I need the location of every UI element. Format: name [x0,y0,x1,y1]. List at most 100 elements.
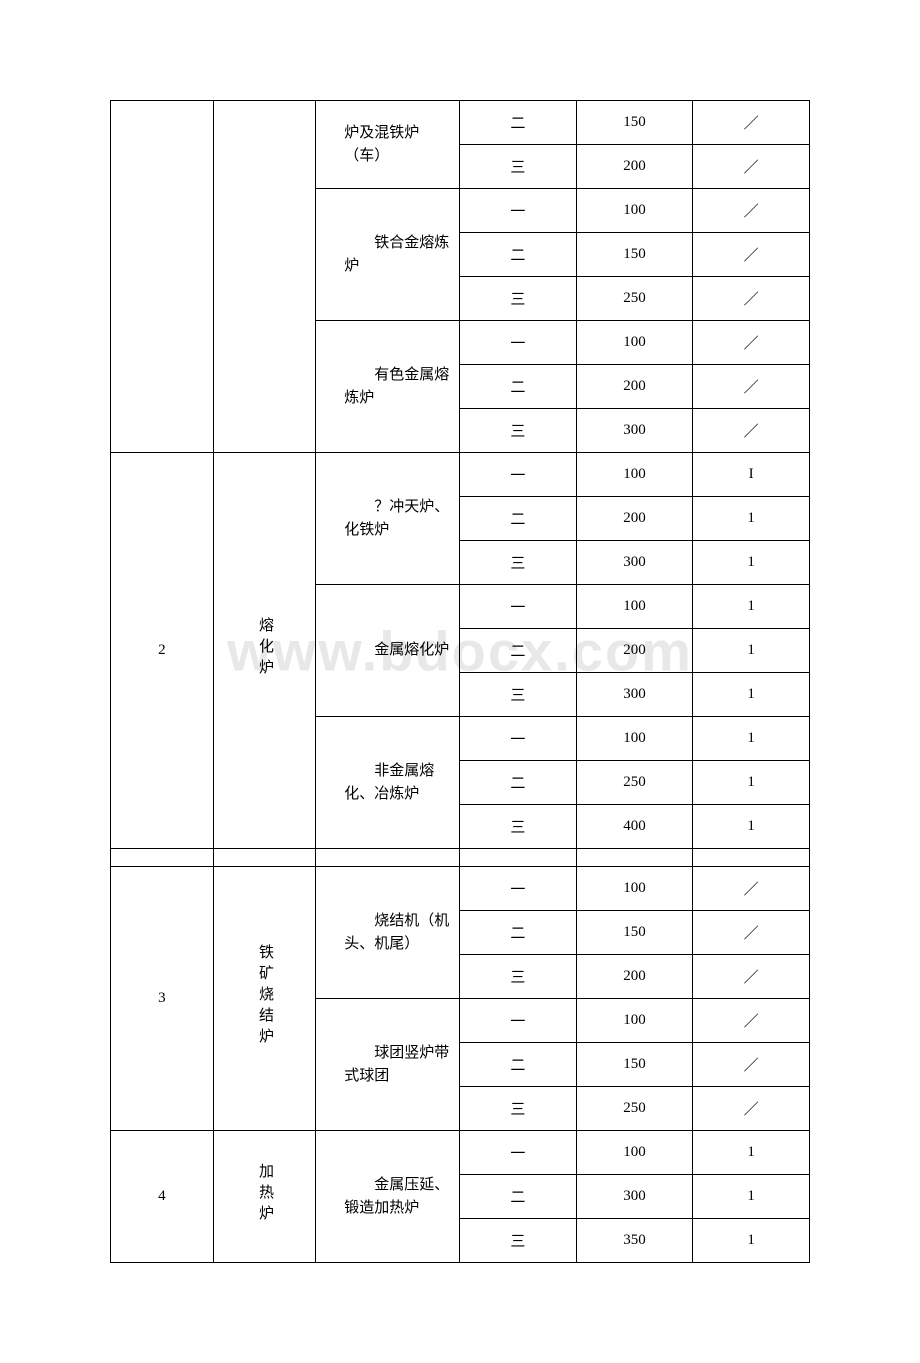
level-cell: 一 [460,999,577,1043]
value-cell: 250 [576,1087,693,1131]
value-cell: 200 [576,497,693,541]
subgroup-cell: ？冲天炉、化铁炉 [316,453,460,585]
value-cell: 150 [576,911,693,955]
value-cell: 200 [576,365,693,409]
value-cell: ／ [693,101,810,145]
value-cell: 100 [576,453,693,497]
level-cell: 二 [460,365,577,409]
value-cell: 1 [693,541,810,585]
value-cell: I [693,453,810,497]
value-cell: 1 [693,761,810,805]
subgroup-cell: 有色金属熔炼炉 [316,321,460,453]
value-cell: 100 [576,189,693,233]
level-cell: 一 [460,867,577,911]
subgroup-cell: 烧结机（机头、机尾） [316,867,460,999]
value-cell: 1 [693,805,810,849]
value-cell: 100 [576,321,693,365]
value-cell: ／ [693,867,810,911]
value-cell: 1 [693,1219,810,1263]
level-cell: 三 [460,805,577,849]
value-cell: ／ [693,189,810,233]
value-cell: 150 [576,101,693,145]
subgroup-cell: 炉及混铁炉（车） [316,101,460,189]
value-cell: 300 [576,1175,693,1219]
value-cell: 350 [576,1219,693,1263]
value-cell: ／ [693,409,810,453]
subgroup-cell: 金属熔化炉 [316,585,460,717]
level-cell: 二 [460,1043,577,1087]
value-cell: 200 [576,145,693,189]
level-cell: 一 [460,321,577,365]
value-cell: 100 [576,717,693,761]
level-cell: 一 [460,453,577,497]
value-cell: ／ [693,277,810,321]
level-cell: 二 [460,497,577,541]
level-cell: 二 [460,101,577,145]
level-cell: 三 [460,1087,577,1131]
level-cell: 三 [460,277,577,321]
subgroup-cell: 铁合金熔炼炉 [316,189,460,321]
table-row: 炉及混铁炉（车） 二 150 ／ [111,101,810,145]
value-cell: 150 [576,233,693,277]
level-cell: 一 [460,717,577,761]
value-cell: 100 [576,867,693,911]
value-cell: ／ [693,955,810,999]
value-cell: 1 [693,585,810,629]
level-cell: 一 [460,585,577,629]
group-num-cell: 2 [111,453,214,849]
subgroup-cell: 非金属熔化、冶炼炉 [316,717,460,849]
value-cell: 300 [576,673,693,717]
level-cell: 二 [460,629,577,673]
level-cell: 三 [460,145,577,189]
value-cell: 400 [576,805,693,849]
divider-row [111,849,810,867]
value-cell: 1 [693,1131,810,1175]
table-row: 2 熔化炉 ？冲天炉、化铁炉 一 100 I [111,453,810,497]
value-cell: ／ [693,999,810,1043]
group-name-cell: 铁矿烧结炉 [213,867,316,1131]
level-cell: 二 [460,233,577,277]
group-name-cell: 熔化炉 [213,453,316,849]
value-cell: ／ [693,1087,810,1131]
value-cell: 100 [576,1131,693,1175]
standards-table: 炉及混铁炉（车） 二 150 ／ 三 200 ／ 铁合金熔炼炉 一 100 ／ … [110,100,810,1263]
level-cell: 三 [460,955,577,999]
group-name-cell: 加热炉 [213,1131,316,1263]
value-cell: 150 [576,1043,693,1087]
value-cell: 250 [576,277,693,321]
level-cell: 三 [460,409,577,453]
group-name-cell [213,101,316,453]
level-cell: 一 [460,1131,577,1175]
value-cell: 1 [693,717,810,761]
value-cell: 1 [693,1175,810,1219]
value-cell: 300 [576,541,693,585]
level-cell: 三 [460,673,577,717]
value-cell: 200 [576,629,693,673]
table-row: 4 加热炉 金属压延、锻造加热炉 一 100 1 [111,1131,810,1175]
group-num-cell: 4 [111,1131,214,1263]
level-cell: 二 [460,911,577,955]
value-cell: 250 [576,761,693,805]
table-row: 3 铁矿烧结炉 烧结机（机头、机尾） 一 100 ／ [111,867,810,911]
value-cell: 300 [576,409,693,453]
value-cell: ／ [693,365,810,409]
level-cell: 一 [460,189,577,233]
level-cell: 二 [460,761,577,805]
level-cell: 三 [460,1219,577,1263]
group-num-cell: 3 [111,867,214,1131]
value-cell: ／ [693,233,810,277]
value-cell: 100 [576,999,693,1043]
value-cell: ／ [693,145,810,189]
value-cell: ／ [693,911,810,955]
level-cell: 二 [460,1175,577,1219]
value-cell: 200 [576,955,693,999]
value-cell: ／ [693,1043,810,1087]
level-cell: 三 [460,541,577,585]
group-num-cell [111,101,214,453]
value-cell: 1 [693,497,810,541]
subgroup-cell: 球团竖炉带式球团 [316,999,460,1131]
value-cell: 100 [576,585,693,629]
value-cell: ／ [693,321,810,365]
value-cell: 1 [693,629,810,673]
subgroup-cell: 金属压延、锻造加热炉 [316,1131,460,1263]
